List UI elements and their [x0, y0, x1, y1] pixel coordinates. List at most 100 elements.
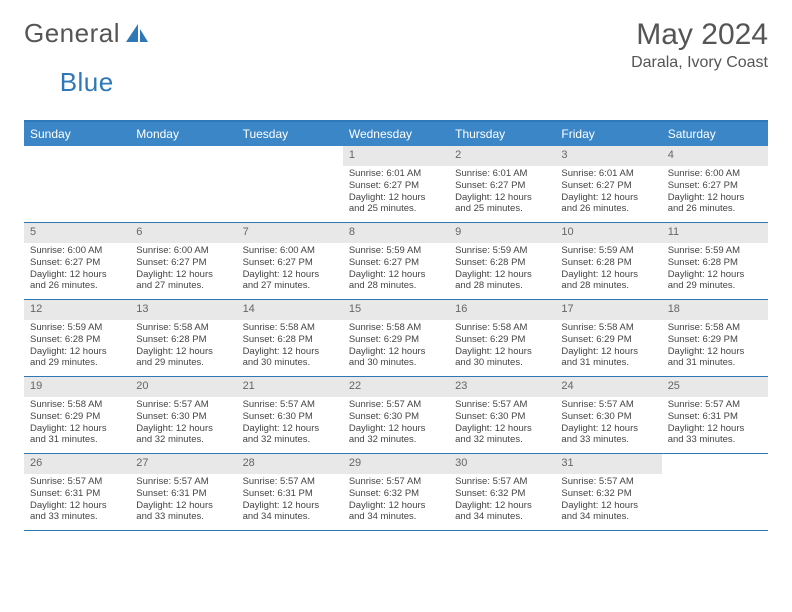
sunset-line: Sunset: 6:27 PM — [455, 180, 549, 192]
location-label: Darala, Ivory Coast — [631, 54, 768, 72]
day-number: 31 — [555, 454, 661, 474]
sunset-line: Sunset: 6:29 PM — [30, 411, 124, 423]
day-cell: 7 Sunrise: 6:00 AMSunset: 6:27 PMDaylight… — [237, 223, 343, 299]
day-number: 2 — [449, 146, 555, 166]
day-number: 18 — [662, 300, 768, 320]
day-number — [24, 146, 130, 166]
daylight-line: Daylight: 12 hours and 34 minutes. — [349, 500, 443, 524]
day-cell: 25Sunrise: 5:57 AMSunset: 6:31 PMDayligh… — [662, 377, 768, 453]
sunset-line: Sunset: 6:28 PM — [243, 334, 337, 346]
sunrise-line: Sunrise: 5:57 AM — [455, 399, 549, 411]
sunset-line: Sunset: 6:31 PM — [668, 411, 762, 423]
day-body: Sunrise: 5:59 AMSunset: 6:28 PMDaylight:… — [662, 245, 768, 293]
daylight-line: Daylight: 12 hours and 30 minutes. — [243, 346, 337, 370]
day-cell: 27Sunrise: 5:57 AMSunset: 6:31 PMDayligh… — [130, 454, 236, 530]
day-number: 23 — [449, 377, 555, 397]
sunset-line: Sunset: 6:27 PM — [561, 180, 655, 192]
day-cell: 22Sunrise: 5:57 AMSunset: 6:30 PMDayligh… — [343, 377, 449, 453]
sunrise-line: Sunrise: 6:00 AM — [136, 245, 230, 257]
sunrise-line: Sunrise: 5:57 AM — [561, 476, 655, 488]
day-cell: 2Sunrise: 6:01 AMSunset: 6:27 PMDaylight… — [449, 146, 555, 222]
sunrise-line: Sunrise: 5:57 AM — [30, 476, 124, 488]
sunset-line: Sunset: 6:28 PM — [668, 257, 762, 269]
day-cell: 15Sunrise: 5:58 AMSunset: 6:29 PMDayligh… — [343, 300, 449, 376]
month-title: May 2024 — [631, 18, 768, 52]
sunrise-line: Sunrise: 5:59 AM — [30, 322, 124, 334]
daylight-line: Daylight: 12 hours and 33 minutes. — [561, 423, 655, 447]
day-number: 17 — [555, 300, 661, 320]
sunrise-line: Sunrise: 5:58 AM — [30, 399, 124, 411]
daylight-line: Daylight: 12 hours and 28 minutes. — [349, 269, 443, 293]
daylight-line: Daylight: 12 hours and 27 minutes. — [243, 269, 337, 293]
day-cell — [130, 146, 236, 222]
day-cell — [24, 146, 130, 222]
day-body: Sunrise: 6:00 AMSunset: 6:27 PMDaylight:… — [24, 245, 130, 293]
day-cell: 3Sunrise: 6:01 AMSunset: 6:27 PMDaylight… — [555, 146, 661, 222]
daylight-line: Daylight: 12 hours and 27 minutes. — [136, 269, 230, 293]
day-body: Sunrise: 5:58 AMSunset: 6:29 PMDaylight:… — [449, 322, 555, 370]
sunset-line: Sunset: 6:27 PM — [243, 257, 337, 269]
sunset-line: Sunset: 6:29 PM — [455, 334, 549, 346]
day-body: Sunrise: 5:57 AMSunset: 6:31 PMDaylight:… — [130, 476, 236, 524]
daylight-line: Daylight: 12 hours and 31 minutes. — [668, 346, 762, 370]
week-row: 1Sunrise: 6:01 AMSunset: 6:27 PMDaylight… — [24, 146, 768, 223]
sunrise-line: Sunrise: 5:57 AM — [561, 399, 655, 411]
day-of-week-cell: Saturday — [662, 122, 768, 146]
daylight-line: Daylight: 12 hours and 31 minutes. — [30, 423, 124, 447]
sunrise-line: Sunrise: 6:00 AM — [668, 168, 762, 180]
day-cell: 26Sunrise: 5:57 AMSunset: 6:31 PMDayligh… — [24, 454, 130, 530]
daylight-line: Daylight: 12 hours and 25 minutes. — [455, 192, 549, 216]
sunrise-line: Sunrise: 5:57 AM — [668, 399, 762, 411]
sunrise-line: Sunrise: 5:59 AM — [668, 245, 762, 257]
day-number: 22 — [343, 377, 449, 397]
sunset-line: Sunset: 6:29 PM — [349, 334, 443, 346]
daylight-line: Daylight: 12 hours and 26 minutes. — [561, 192, 655, 216]
day-cell: 8Sunrise: 5:59 AMSunset: 6:27 PMDaylight… — [343, 223, 449, 299]
day-of-week-cell: Wednesday — [343, 122, 449, 146]
day-body: Sunrise: 5:57 AMSunset: 6:32 PMDaylight:… — [343, 476, 449, 524]
sunrise-line: Sunrise: 6:00 AM — [243, 245, 337, 257]
sunrise-line: Sunrise: 5:57 AM — [243, 399, 337, 411]
day-cell: 12Sunrise: 5:59 AMSunset: 6:28 PMDayligh… — [24, 300, 130, 376]
day-cell: 28Sunrise: 5:57 AMSunset: 6:31 PMDayligh… — [237, 454, 343, 530]
day-number: 30 — [449, 454, 555, 474]
day-cell: 5Sunrise: 6:00 AMSunset: 6:27 PMDaylight… — [24, 223, 130, 299]
sunset-line: Sunset: 6:30 PM — [561, 411, 655, 423]
day-number: 12 — [24, 300, 130, 320]
week-row: 12Sunrise: 5:59 AMSunset: 6:28 PMDayligh… — [24, 300, 768, 377]
sunset-line: Sunset: 6:27 PM — [668, 180, 762, 192]
day-cell: 6Sunrise: 6:00 AMSunset: 6:27 PMDaylight… — [130, 223, 236, 299]
day-number: 7 — [237, 223, 343, 243]
sunset-line: Sunset: 6:31 PM — [136, 488, 230, 500]
day-body: Sunrise: 5:59 AMSunset: 6:27 PMDaylight:… — [343, 245, 449, 293]
daylight-line: Daylight: 12 hours and 29 minutes. — [136, 346, 230, 370]
sunset-line: Sunset: 6:28 PM — [561, 257, 655, 269]
day-body: Sunrise: 6:01 AMSunset: 6:27 PMDaylight:… — [555, 168, 661, 216]
day-number: 29 — [343, 454, 449, 474]
day-number: 5 — [24, 223, 130, 243]
daylight-line: Daylight: 12 hours and 34 minutes. — [455, 500, 549, 524]
brand-word1: General — [24, 18, 120, 49]
sunrise-line: Sunrise: 5:58 AM — [136, 322, 230, 334]
sunset-line: Sunset: 6:31 PM — [243, 488, 337, 500]
day-cell: 24Sunrise: 5:57 AMSunset: 6:30 PMDayligh… — [555, 377, 661, 453]
day-number: 26 — [24, 454, 130, 474]
daylight-line: Daylight: 12 hours and 34 minutes. — [561, 500, 655, 524]
day-cell: 31Sunrise: 5:57 AMSunset: 6:32 PMDayligh… — [555, 454, 661, 530]
day-body: Sunrise: 5:57 AMSunset: 6:31 PMDaylight:… — [237, 476, 343, 524]
day-of-week-cell: Monday — [130, 122, 236, 146]
brand-word2: Blue — [60, 67, 114, 98]
day-of-week-cell: Friday — [555, 122, 661, 146]
sunrise-line: Sunrise: 5:58 AM — [668, 322, 762, 334]
daylight-line: Daylight: 12 hours and 26 minutes. — [30, 269, 124, 293]
sunrise-line: Sunrise: 6:01 AM — [561, 168, 655, 180]
weeks-container: 1Sunrise: 6:01 AMSunset: 6:27 PMDaylight… — [24, 146, 768, 531]
day-number — [237, 146, 343, 166]
day-body: Sunrise: 5:57 AMSunset: 6:32 PMDaylight:… — [449, 476, 555, 524]
calendar: SundayMondayTuesdayWednesdayThursdayFrid… — [24, 120, 768, 531]
day-number: 15 — [343, 300, 449, 320]
day-number: 13 — [130, 300, 236, 320]
sunrise-line: Sunrise: 5:57 AM — [136, 476, 230, 488]
sunset-line: Sunset: 6:31 PM — [30, 488, 124, 500]
sunrise-line: Sunrise: 5:58 AM — [455, 322, 549, 334]
